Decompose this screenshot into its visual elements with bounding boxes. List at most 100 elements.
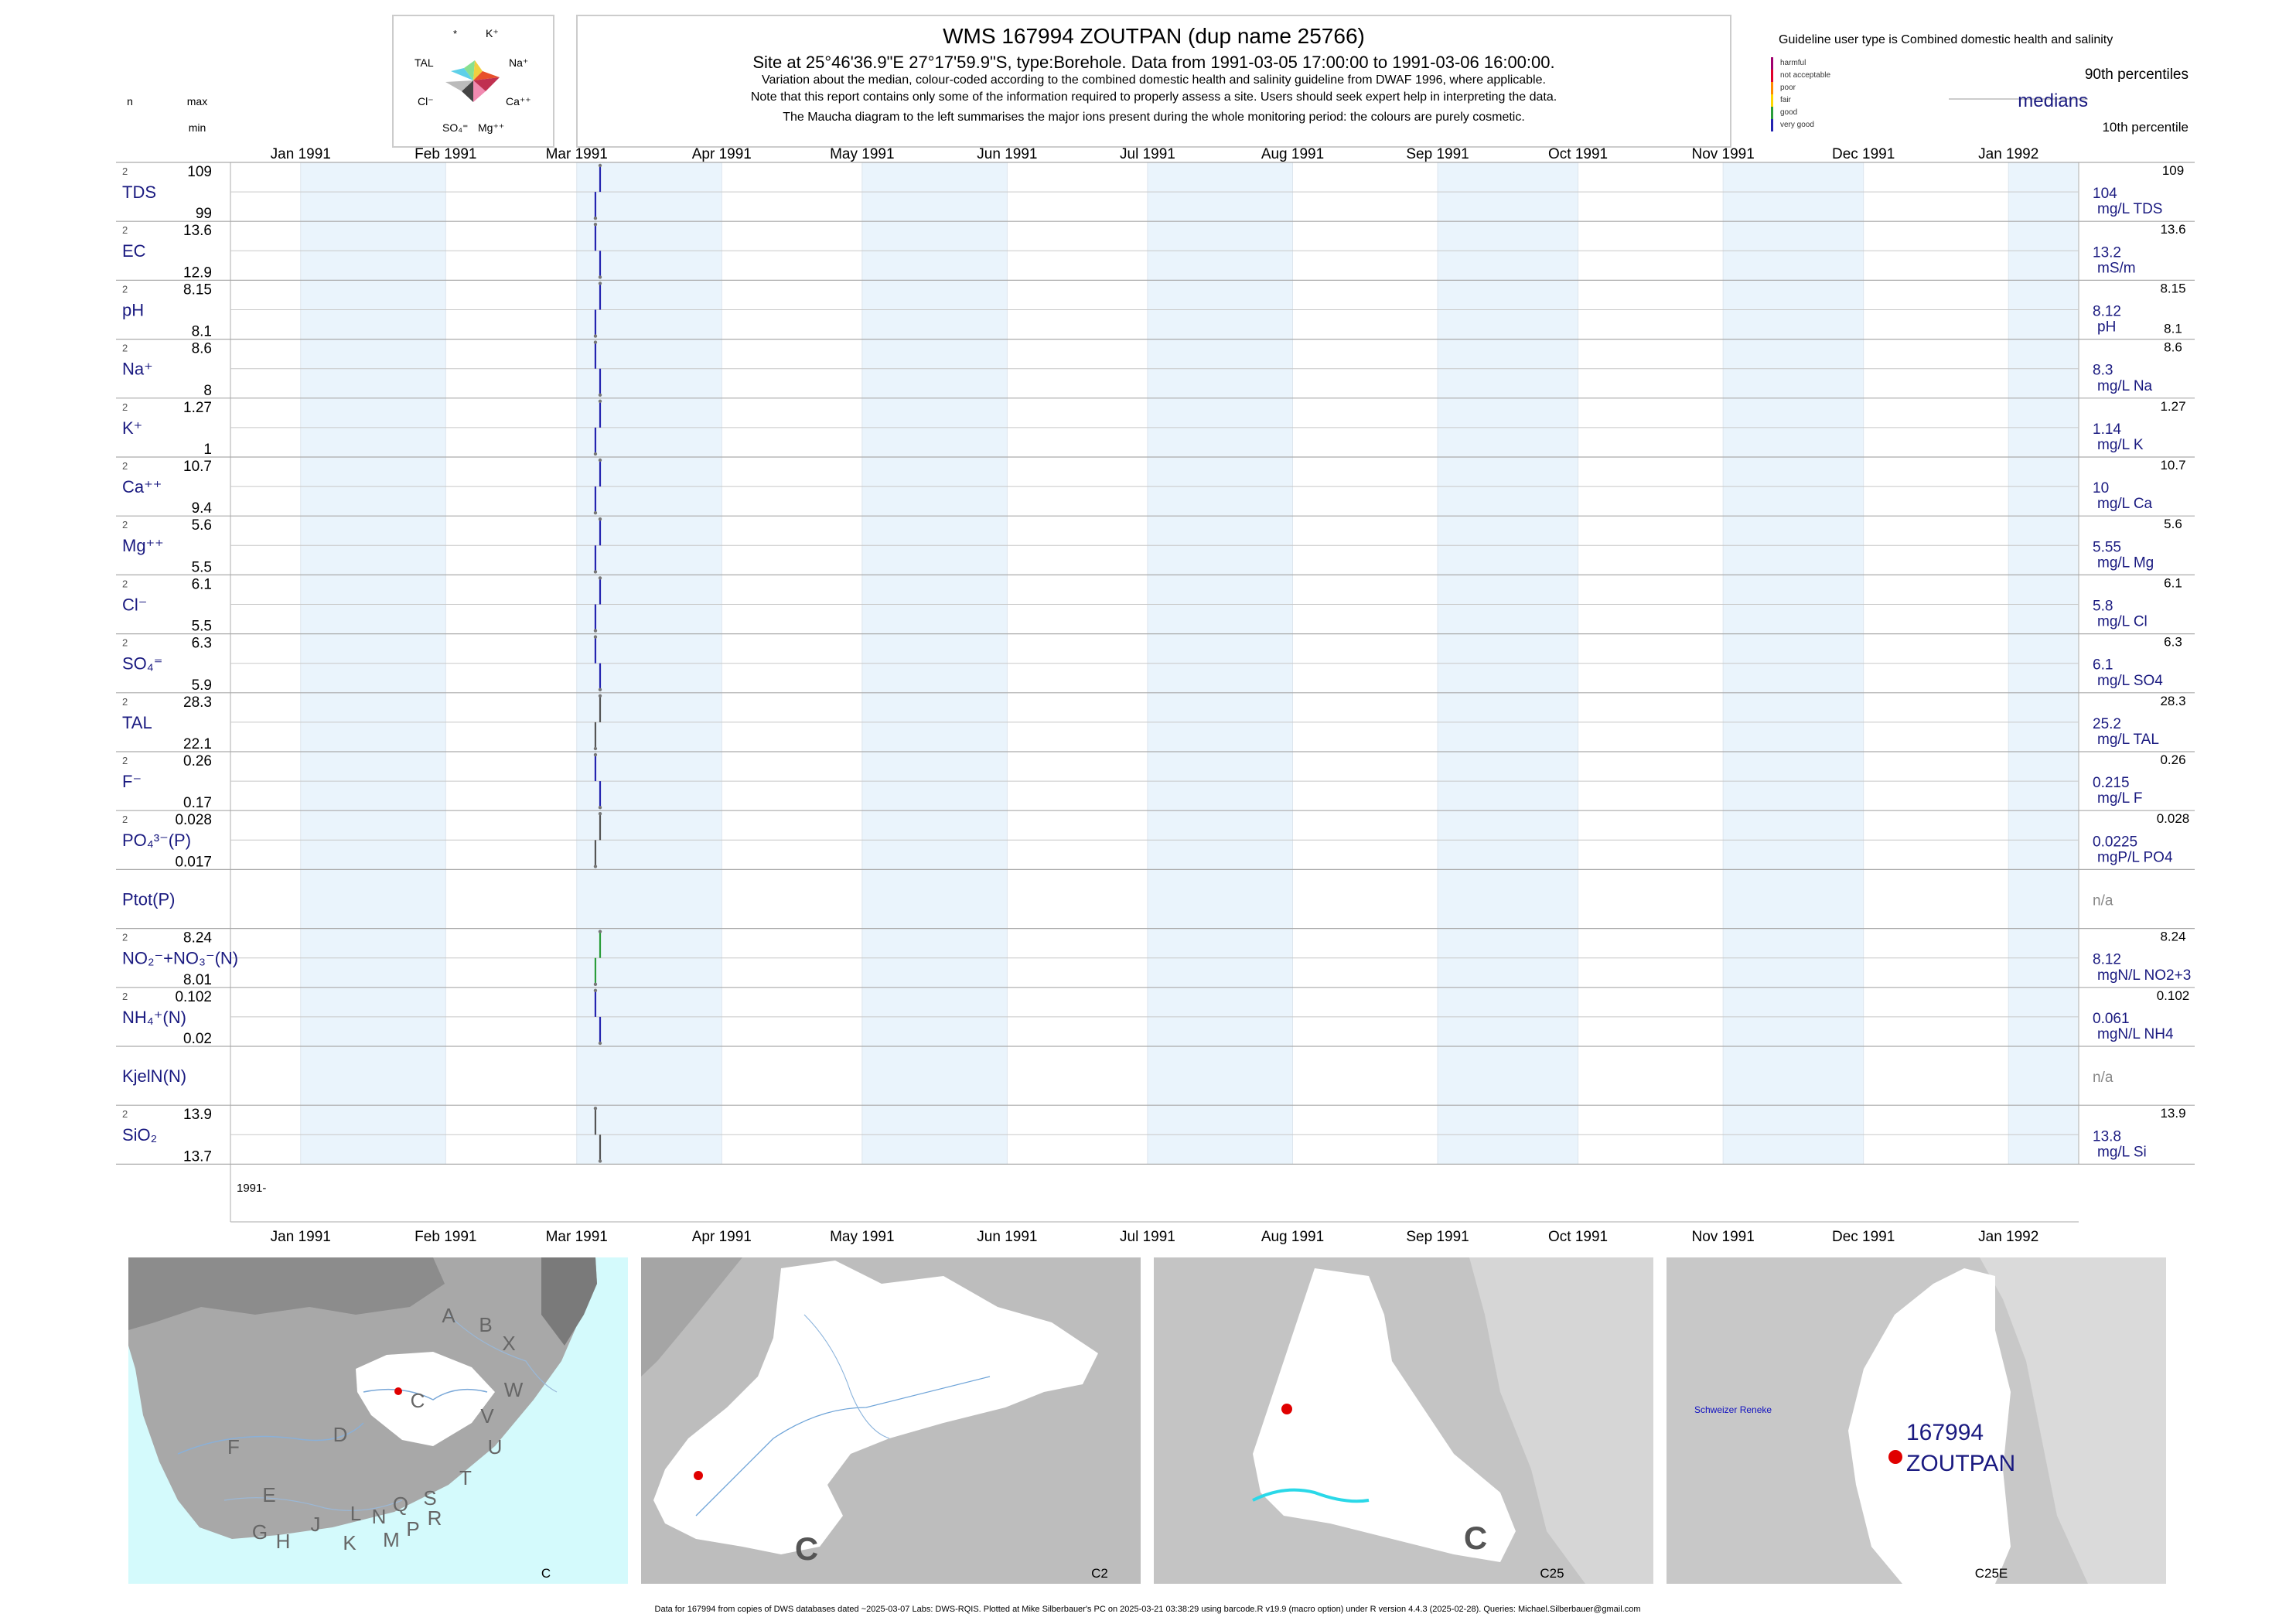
panel-median: 0.061 xyxy=(2093,1011,2130,1027)
panel-right-max: 8.6 xyxy=(2164,340,2182,355)
top-tick-label: Jun 1991 xyxy=(977,146,1037,162)
panel-unit: pH xyxy=(2097,319,2116,336)
guideline-text: Guideline user type is Combined domestic… xyxy=(1779,33,2113,46)
panel-unit: mg/L Na xyxy=(2097,378,2153,394)
panel-max: 28.3 xyxy=(183,694,212,711)
panel-max: 109 xyxy=(187,164,212,180)
maucha-label-cl: Cl⁻ xyxy=(418,95,434,107)
panel-label: KjelN(N) xyxy=(122,1066,186,1086)
panel-label: TDS xyxy=(122,183,156,202)
panel-label: pH xyxy=(122,300,144,319)
panel-label: TAL xyxy=(122,713,152,732)
top-tick-label: May 1991 xyxy=(830,146,894,162)
panel-min: 8 xyxy=(203,383,212,399)
panel-unit: mg/L Si xyxy=(2097,1144,2147,1160)
left-header-n: n xyxy=(127,95,133,107)
map-region-letter: U xyxy=(488,1435,503,1459)
panel-right-max: 8.24 xyxy=(2160,930,2185,944)
title-block: WMS 167994 ZOUTPAN (dup name 25766) Site… xyxy=(576,15,1731,148)
maucha-label-star: * xyxy=(453,28,457,39)
sample-point xyxy=(598,576,602,580)
report-note-1: Variation about the median, colour-coded… xyxy=(762,73,1546,87)
panel-right-max: 0.26 xyxy=(2160,752,2185,767)
sample-point xyxy=(598,1041,602,1046)
top-tick-label: Aug 1991 xyxy=(1261,146,1324,162)
map-c25e: 167994 ZOUTPAN Schweizer Reneke C25E xyxy=(1667,1257,2166,1584)
panel-max: 0.26 xyxy=(183,753,212,769)
left-header-max: max xyxy=(187,95,207,107)
left-header-min: min xyxy=(189,121,206,134)
panel-median: 5.8 xyxy=(2093,599,2113,615)
report-subtitle: Site at 25°46'36.9"E 27°17'59.9"S, type:… xyxy=(752,53,1554,72)
sample-point xyxy=(598,930,602,933)
report-title: WMS 167994 ZOUTPAN (dup name 25766) xyxy=(943,24,1365,48)
panel-label: NH₄⁺(N) xyxy=(122,1008,186,1027)
bottom-tick-label: Aug 1991 xyxy=(1261,1229,1324,1245)
panel-max: 6.1 xyxy=(192,576,212,592)
legend-swatch xyxy=(1771,119,1773,131)
panel-unit: mg/L K xyxy=(2097,437,2144,453)
panel-label: NO₂⁻+NO₃⁻(N) xyxy=(122,949,238,968)
panel-max: 13.6 xyxy=(183,223,212,239)
map-region-letter: P xyxy=(406,1517,419,1540)
panel-n: 2 xyxy=(122,932,128,943)
sample-point xyxy=(598,163,602,168)
panel-label: Na⁺ xyxy=(122,360,153,379)
sample-point xyxy=(598,687,602,691)
guideline-legend: Guideline user type is Combined domestic… xyxy=(1771,33,2189,135)
sample-point xyxy=(593,752,598,757)
legend-swatch xyxy=(1771,82,1773,94)
panel-right-min: 8.1 xyxy=(2164,322,2182,336)
map-region-letter: L xyxy=(350,1502,361,1525)
sample-point xyxy=(593,988,598,993)
legend-swatch xyxy=(1771,94,1773,107)
panel-grid xyxy=(116,162,2195,1223)
panel-median: 8.12 xyxy=(2093,952,2121,968)
top-axis-ticks: Jan 1991 Feb 1991 Mar 1991 Apr 1991 May 1991… xyxy=(271,146,2039,162)
sample-point xyxy=(593,217,598,220)
top-tick-label: Oct 1991 xyxy=(1548,146,1608,162)
data-marks xyxy=(593,163,602,1163)
panel-label: EC xyxy=(122,241,146,261)
map-4-caption: C25E xyxy=(1975,1566,2008,1581)
panel-min: 8.01 xyxy=(183,972,212,988)
bottom-tick-label: Mar 1991 xyxy=(546,1229,608,1245)
panel-median: 10 xyxy=(2093,480,2109,496)
sample-point xyxy=(593,334,598,338)
legend-swatch xyxy=(1771,70,1773,82)
panel-n: 2 xyxy=(122,755,128,766)
guideline-classes: harmful not acceptable poor fair good very go… xyxy=(1771,57,1830,131)
sample-point xyxy=(593,570,598,574)
map-2-big-letter: C xyxy=(795,1530,818,1567)
panel-n: 2 xyxy=(122,578,128,589)
panel-unit: mgP/L PO4 xyxy=(2097,849,2173,865)
panel-max: 1.27 xyxy=(183,400,212,416)
panel-right-max: 109 xyxy=(2162,163,2184,178)
bottom-axis-ticks: Jan 1991 Feb 1991 Mar 1991 Apr 1991 May 1991… xyxy=(271,1229,2039,1245)
sample-point xyxy=(593,511,598,515)
top-tick-label: Jan 1992 xyxy=(1978,146,2038,162)
panel-median: 0.0225 xyxy=(2093,834,2137,850)
panel-min: 13.7 xyxy=(183,1148,212,1165)
bottom-tick-label: Oct 1991 xyxy=(1548,1229,1608,1245)
panel-max: 13.9 xyxy=(183,1107,212,1123)
top-tick-label: Feb 1991 xyxy=(415,146,476,162)
sample-point xyxy=(598,517,602,521)
bottom-tick-label: Jul 1991 xyxy=(1120,1229,1175,1245)
panel-n: 2 xyxy=(122,991,128,1002)
panel-median: 0.215 xyxy=(2093,775,2130,791)
map-region-letter: K xyxy=(343,1531,357,1554)
panel-min: 5.5 xyxy=(192,559,212,575)
top-tick-label: Jan 1991 xyxy=(271,146,331,162)
site-marker-c2 xyxy=(694,1471,703,1480)
panel-min: 8.1 xyxy=(192,324,212,340)
map-region-letter: E xyxy=(262,1483,275,1506)
top-tick-label: Apr 1991 xyxy=(692,146,752,162)
map-3-caption: C25 xyxy=(1540,1566,1564,1581)
panel-median: n/a xyxy=(2093,893,2113,909)
panel-n: 2 xyxy=(122,519,128,531)
legend-class-label: very good xyxy=(1780,121,1814,129)
panel-unit: mgN/L NH4 xyxy=(2097,1026,2174,1042)
legend-class-label: poor xyxy=(1780,84,1796,92)
map-region-letter: V xyxy=(480,1404,494,1428)
